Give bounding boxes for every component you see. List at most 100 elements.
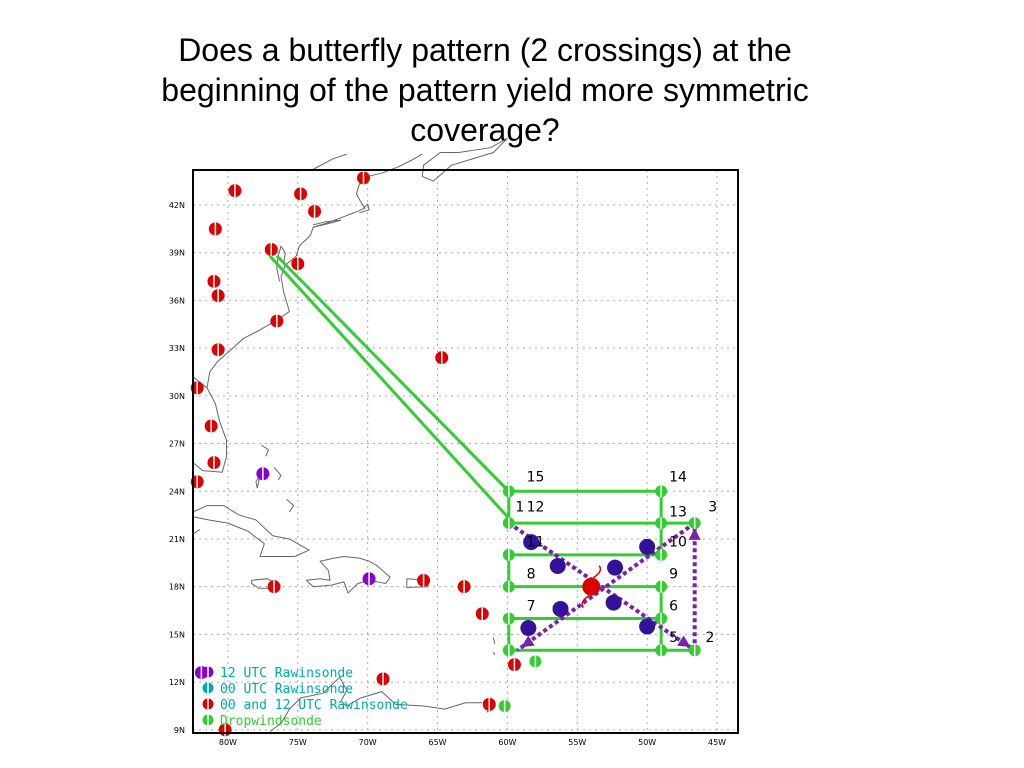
- coastline-segment: [261, 444, 270, 457]
- coastline-segment: [276, 245, 286, 282]
- waypoint-label: 5: [669, 630, 678, 646]
- lat-tick-label: 18N: [169, 583, 185, 592]
- coastline-segment: [359, 203, 370, 214]
- lat-tick-label: 21N: [169, 535, 185, 544]
- lon-tick-label: 55W: [568, 738, 586, 747]
- legend-label: 00 UTC Rawinsonde: [220, 682, 353, 697]
- coastline-segment: [286, 498, 295, 513]
- waypoint-label: 15: [527, 469, 545, 485]
- legend-entry: Dropwindsonde: [202, 714, 322, 729]
- waypoint-labels: 15 14 1 12 13 3 11 10 8 9 7 6 5 2: [515, 469, 717, 646]
- rawinsonde-stations: [190, 171, 521, 737]
- butterfly-drop-point: [639, 538, 656, 555]
- lon-tick-label: 75W: [289, 738, 307, 747]
- butterfly-arrowhead: [677, 635, 691, 648]
- coastline-segment: [192, 172, 382, 389]
- lat-tick-label: 30N: [169, 392, 185, 401]
- station-marker: [228, 184, 242, 198]
- dropsonde-marker: [502, 517, 515, 530]
- coastline-segment: [269, 676, 348, 732]
- title-line-2: beginning of the pattern yield more symm…: [161, 72, 809, 108]
- station-marker: [308, 204, 322, 218]
- station-marker: [294, 187, 308, 201]
- waypoint-label: 14: [669, 469, 687, 485]
- lon-tick-label: 50W: [638, 738, 656, 747]
- coastline-segment: [273, 467, 282, 481]
- station-marker: [362, 572, 376, 586]
- legend-label: 12 UTC Rawinsonde: [220, 666, 353, 681]
- lat-tick-label: 15N: [169, 630, 185, 639]
- station-marker: [356, 171, 370, 185]
- dropsonde-marker: [502, 644, 515, 657]
- butterfly-drop-point: [549, 558, 566, 575]
- dropsonde-marker: [655, 612, 668, 625]
- lon-tick-label: 80W: [219, 738, 237, 747]
- legend-entry: 12 UTC Rawinsonde: [202, 666, 353, 681]
- lat-tick-label: 39N: [169, 249, 185, 258]
- station-marker: [376, 672, 390, 686]
- coastline-segment: [313, 219, 342, 228]
- station-marker: [207, 456, 221, 470]
- lon-tick-label: 70W: [359, 738, 377, 747]
- dropsonde-marker: [655, 517, 668, 530]
- storm-center-icon: [582, 577, 601, 596]
- station-marker: [435, 351, 449, 365]
- station-marker: [208, 222, 222, 236]
- legend-entry: 00 UTC Rawinsonde: [202, 682, 353, 697]
- storm-arm: [592, 565, 602, 579]
- station-marker: [211, 343, 225, 357]
- dropsonde-marker: [688, 644, 701, 657]
- waypoint-label: 12: [527, 500, 545, 516]
- waypoint-label: 10: [669, 535, 687, 551]
- coastline-segment: [255, 475, 261, 489]
- waypoint-label: 13: [669, 504, 687, 520]
- waypoint-label: 7: [527, 598, 536, 614]
- legend-label: Dropwindsonde: [220, 714, 322, 729]
- dropsonde-marker: [688, 517, 701, 530]
- dropsonde-marker: [529, 655, 542, 668]
- coastline-segment: [311, 153, 347, 171]
- waypoint-label: 1: [515, 500, 524, 516]
- lat-tick-label: 36N: [169, 296, 185, 305]
- lon-tick-label: 45W: [708, 738, 726, 747]
- station-marker: [211, 289, 225, 303]
- slide-title: Does a butterfly pattern (2 crossings) a…: [100, 30, 870, 150]
- butterfly-drop-point: [552, 600, 569, 617]
- station-marker: [417, 573, 431, 587]
- map-grid: [193, 170, 738, 733]
- lat-tick-label: 9N: [174, 726, 185, 735]
- station-marker: [507, 658, 521, 672]
- coastline: [192, 137, 515, 732]
- station-marker: [291, 257, 305, 271]
- coastline-segment: [192, 528, 201, 535]
- station-marker: [270, 314, 284, 328]
- dropsonde-marker: [655, 485, 668, 498]
- dropsonde-marker: [655, 580, 668, 593]
- coastline-segment: [346, 691, 483, 710]
- legend-label: 00 and 12 UTC Rawinsonde: [220, 698, 408, 713]
- waypoint-label: 11: [527, 535, 545, 551]
- waypoint-label: 9: [669, 567, 678, 583]
- coastline-segment: [421, 137, 508, 182]
- title-line-1: Does a butterfly pattern (2 crossings) a…: [178, 32, 792, 68]
- station-marker: [207, 274, 221, 288]
- station-marker: [475, 607, 489, 621]
- legend-entry: 00 and 12 UTC Rawinsonde: [202, 698, 408, 713]
- lat-tick-label: 27N: [169, 440, 185, 449]
- coastline-segment: [192, 505, 311, 557]
- lon-tick-label: 60W: [498, 738, 516, 747]
- dropsonde-marker: [502, 580, 515, 593]
- station-marker: [267, 580, 281, 594]
- station-marker: [204, 419, 218, 433]
- station-marker: [256, 467, 270, 481]
- flight-tracks: [268, 254, 701, 712]
- dropsonde-marker: [502, 485, 515, 498]
- waypoint-label: 8: [527, 567, 536, 583]
- waypoint-label: 3: [708, 500, 717, 516]
- ferry-leg-return: [275, 254, 510, 493]
- lat-tick-label: 24N: [169, 487, 185, 496]
- butterfly-drop-point: [520, 620, 537, 637]
- storm-arm: [581, 595, 590, 609]
- coastline-segment: [192, 387, 227, 473]
